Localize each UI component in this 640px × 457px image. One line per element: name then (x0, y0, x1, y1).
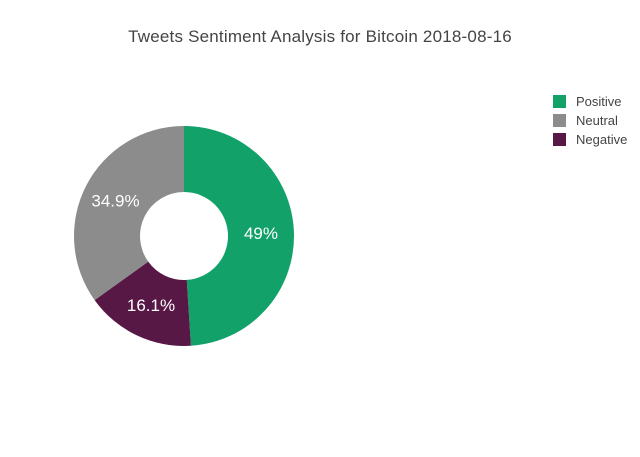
legend-label-positive: Positive (576, 94, 622, 109)
legend-label-negative: Negative (576, 132, 628, 147)
legend-item-negative[interactable]: Negative (553, 130, 627, 149)
pie-slice-positive[interactable] (184, 126, 294, 346)
pie-slice-neutral[interactable] (74, 126, 184, 301)
legend-swatch-neutral (553, 114, 566, 127)
pie-slice-negative[interactable] (94, 261, 191, 346)
legend-swatch-positive (553, 95, 566, 108)
slice-label-negative: 16.1% (127, 296, 175, 315)
slice-label-neutral: 34.9% (91, 191, 139, 210)
legend-swatch-negative (553, 133, 566, 146)
legend: Positive Neutral Negative (553, 92, 627, 149)
slice-label-positive: 49% (244, 224, 278, 243)
legend-item-positive[interactable]: Positive (553, 92, 627, 111)
legend-item-neutral[interactable]: Neutral (553, 111, 627, 130)
chart-title: Tweets Sentiment Analysis for Bitcoin 20… (128, 27, 512, 46)
legend-label-neutral: Neutral (576, 113, 618, 128)
